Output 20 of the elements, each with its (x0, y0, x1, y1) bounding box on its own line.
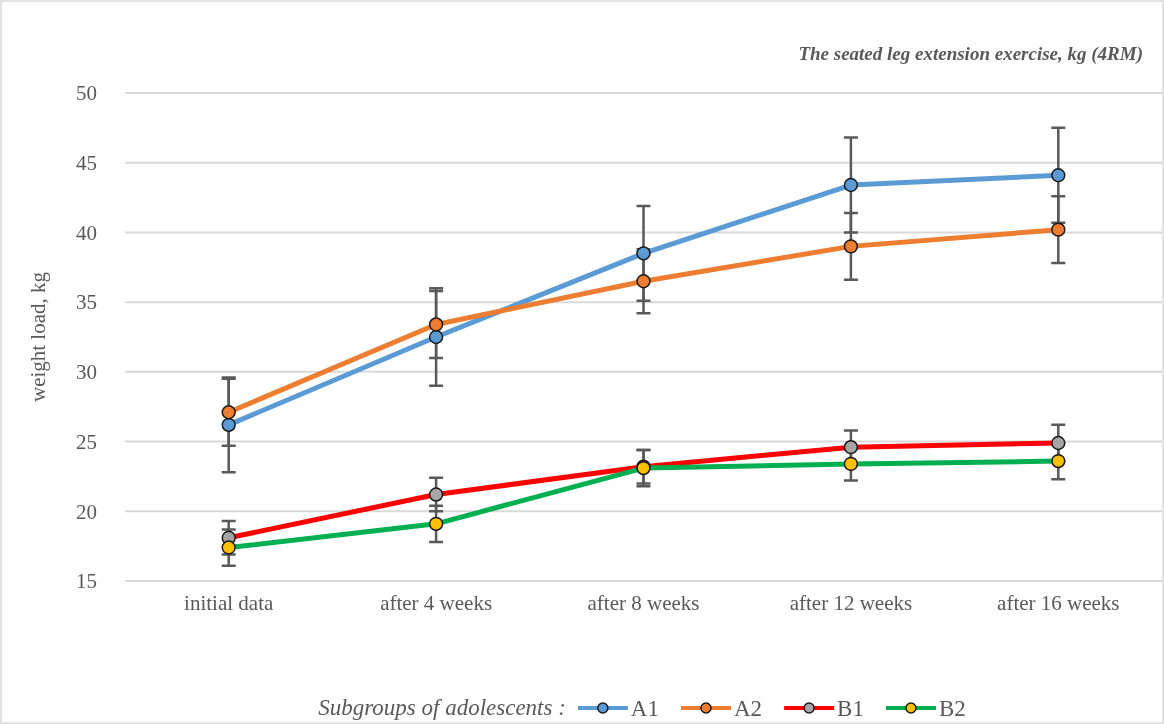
y-tick-label: 15 (76, 569, 97, 594)
y-tick-label: 35 (76, 290, 97, 315)
y-tick-label: 20 (76, 499, 97, 524)
y-axis-title: weight load, kg (26, 271, 50, 403)
legend-label: A2 (733, 696, 763, 721)
x-tick-label: after 4 weeks (380, 590, 493, 615)
x-tick-label: after 12 weeks (789, 590, 913, 615)
y-tick-label: 50 (76, 81, 97, 106)
x-tick-label: initial data (184, 590, 274, 615)
y-tick-label: 40 (76, 220, 97, 245)
x-tick-label: after 8 weeks (587, 590, 700, 615)
chart-title: The seated leg extension exercise, kg (4RM) (798, 43, 1143, 65)
legend-title: Subgroups of adolescents : (318, 695, 566, 720)
y-tick-label: 25 (76, 429, 97, 454)
x-tick-label: after 16 weeks (997, 590, 1120, 615)
legend-label: A1 (630, 696, 659, 721)
y-tick-label: 30 (76, 360, 97, 385)
legend-label: B2 (938, 696, 966, 721)
y-tick-label: 45 (76, 150, 97, 175)
legend-label: B1 (837, 696, 864, 721)
